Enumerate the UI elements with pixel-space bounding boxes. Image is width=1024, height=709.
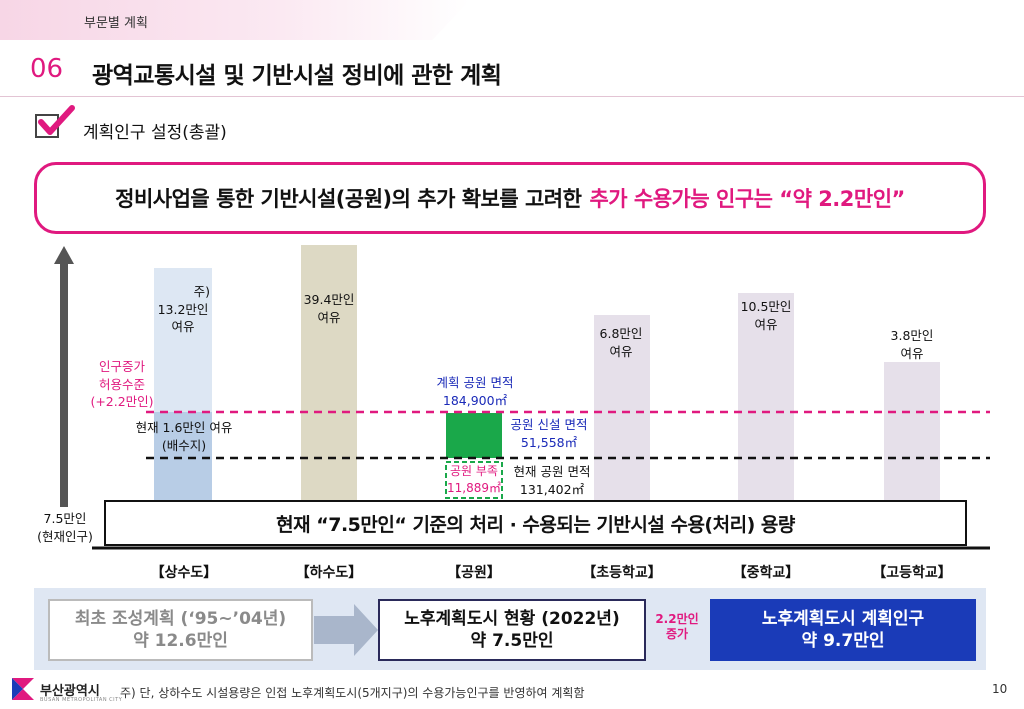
water-note-marker: 주) xyxy=(193,284,210,299)
section-number: 06 xyxy=(30,54,64,84)
flow-step-initial-value: 약 12.6만인 xyxy=(133,631,228,651)
category-high: 【고등학교】 xyxy=(872,565,952,581)
section-tab xyxy=(0,0,470,40)
category-park: 【공원】 xyxy=(447,565,501,581)
park-new-label: 공원 신설 면적 51,558㎡ xyxy=(504,416,594,451)
park-shortage-title: 공원 부족 xyxy=(450,464,498,478)
water-current-line-2: (배수지) xyxy=(161,437,207,453)
checkmark-icon xyxy=(38,105,75,135)
flow-step-initial: 최초 조성계획 (‘95~’04년) 약 12.6만인 xyxy=(48,599,313,661)
busan-logo-icon xyxy=(12,678,34,700)
y-axis-base-caption: (현재인구) xyxy=(37,528,93,544)
flow-arrow-1-icon xyxy=(314,604,378,656)
park-current-label: 현재 공원 면적 131,402㎡ xyxy=(505,463,599,498)
park-new-title: 공원 신설 면적 xyxy=(510,417,588,432)
footer-org-name: 부산광역시 xyxy=(40,684,100,699)
page-number: 10 xyxy=(992,682,1008,696)
elementary-value: 6.8만인 xyxy=(599,326,643,341)
water-capacity-suffix: 여유 xyxy=(171,319,195,334)
park-new-area xyxy=(446,413,502,458)
subtitle: 계획인구 설정(총괄) xyxy=(83,123,227,143)
sewer-label: 39.4만인 여유 xyxy=(296,291,362,326)
callout-text: 정비사업을 통한 기반시설(공원)의 추가 확보를 고려한 xyxy=(115,187,582,211)
growth-limit-line-2: 허용수준 xyxy=(98,376,145,392)
flow-step-planned-value: 약 9.7만인 xyxy=(801,631,885,651)
callout-highlight: 추가 수용가능 인구는 “약 2.2만인” xyxy=(589,187,905,211)
category-water: 【상수도】 xyxy=(150,565,218,581)
park-planned-title: 계획 공원 면적 xyxy=(436,375,514,390)
park-shortage-box xyxy=(445,461,503,499)
header-divider xyxy=(0,96,1024,97)
high-suffix: 여유 xyxy=(900,345,924,361)
flow-increase-label: 2.2만인 증가 xyxy=(648,612,706,642)
growth-limit-line-1: 인구증가 xyxy=(98,359,145,374)
middle-value: 10.5만인 xyxy=(740,299,792,314)
middle-suffix: 여유 xyxy=(754,316,778,332)
water-capacity-value: 13.2만인 xyxy=(157,301,209,317)
flow-step-current: 노후계획도시 현황 (2022년) 약 7.5만인 xyxy=(378,599,646,661)
callout-box: 정비사업을 통한 기반시설(공원)의 추가 확보를 고려한 추가 수용가능 인구… xyxy=(34,162,986,234)
category-middle: 【중학교】 xyxy=(732,565,800,581)
high-bar xyxy=(884,362,940,502)
page-title: 광역교통시설 및 기반시설 정비에 관한 계획 xyxy=(92,63,502,89)
park-planned-value: 184,900㎡ xyxy=(442,392,508,408)
flow-increase-suffix: 증가 xyxy=(665,627,689,641)
footer-org-name-en: BUSAN METROPOLITAN CITY xyxy=(40,697,123,703)
flow-step-planned-title: 노후계획도시 계획인구 xyxy=(761,608,925,629)
park-planned-label: 계획 공원 면적 184,900㎡ xyxy=(420,374,530,409)
sewer-value: 39.4만인 xyxy=(303,292,355,307)
y-axis-arrow-head xyxy=(54,246,74,264)
park-shortage-label: 공원 부족 11,889㎡ xyxy=(440,463,508,497)
growth-limit-line-3: (+2.2만인) xyxy=(90,394,154,409)
sewer-suffix: 여유 xyxy=(317,309,341,325)
baseline-capacity-box: 현재 “7.5만인“ 기준의 처리 · 수용되는 기반시설 수용(처리) 용량 xyxy=(104,500,967,546)
flow-step-current-value: 약 7.5만인 xyxy=(470,631,554,651)
footer-note: 주) 단, 상하수도 시설용량은 인접 노후계획도시(5개지구)의 수용가능인구… xyxy=(120,686,585,700)
flow-step-initial-title: 최초 조성계획 (‘95~’04년) xyxy=(74,608,287,629)
water-current-line-1: 현재 1.6만인 여유 xyxy=(135,420,233,435)
water-note-label: 주) 13.2만인 여유 xyxy=(150,283,216,336)
high-value: 3.8만인 xyxy=(890,328,934,343)
y-axis-base-label: 7.5만인 (현재인구) xyxy=(26,510,104,545)
park-new-value: 51,558㎡ xyxy=(520,434,578,450)
middle-label: 10.5만인 여유 xyxy=(733,298,799,333)
y-axis-base-value: 7.5만인 xyxy=(43,511,87,526)
flow-step-planned: 노후계획도시 계획인구 약 9.7만인 xyxy=(710,599,976,661)
elementary-suffix: 여유 xyxy=(609,343,633,359)
category-sewer: 【하수도】 xyxy=(295,565,363,581)
growth-limit-label: 인구증가 허용수준 (+2.2만인) xyxy=(82,358,162,411)
park-shortage-value: 11,889㎡ xyxy=(447,480,501,495)
capacity-chart xyxy=(54,245,990,550)
high-label: 3.8만인 여유 xyxy=(879,327,945,362)
sewer-bar xyxy=(301,245,357,502)
flow-step-current-title: 노후계획도시 현황 (2022년) xyxy=(404,608,620,629)
elementary-label: 6.8만인 여유 xyxy=(588,325,654,360)
category-elementary: 【초등학교】 xyxy=(582,565,662,581)
elementary-bar xyxy=(594,315,650,502)
y-axis-arrow-shaft xyxy=(60,262,68,507)
section-label: 부문별 계획 xyxy=(84,16,148,31)
park-current-value: 131,402㎡ xyxy=(519,481,585,497)
middle-bar xyxy=(738,293,794,502)
park-current-title: 현재 공원 면적 xyxy=(513,464,591,479)
flow-increase-value: 2.2만인 xyxy=(655,612,699,626)
water-current-label: 현재 1.6만인 여유 (배수지) xyxy=(114,419,254,454)
